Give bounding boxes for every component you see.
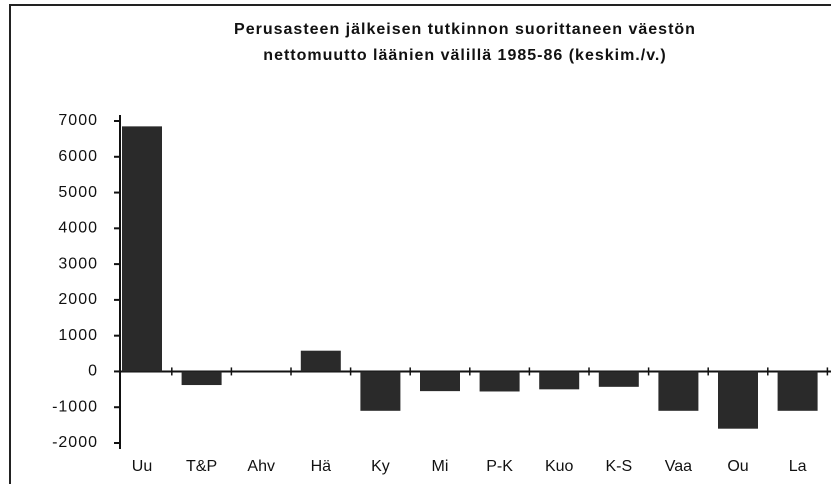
y-tick-label: 7000 bbox=[58, 112, 98, 129]
x-tick-label: Mi bbox=[432, 458, 449, 475]
bar bbox=[420, 371, 460, 392]
x-tick-label: Vaa bbox=[665, 458, 692, 475]
bar bbox=[300, 350, 341, 372]
bar bbox=[539, 371, 580, 390]
bar bbox=[479, 371, 520, 392]
x-tick-label: P-K bbox=[486, 458, 513, 475]
x-tick-label: Ahv bbox=[247, 458, 275, 475]
y-tick-label: 4000 bbox=[58, 220, 98, 237]
x-tick-label: Ou bbox=[727, 458, 748, 475]
x-tick-label: Kuo bbox=[545, 458, 574, 475]
bar bbox=[777, 371, 818, 411]
chart-title: Perusasteen jälkeisen tutkinnon suoritta… bbox=[234, 21, 696, 38]
bar bbox=[122, 126, 162, 372]
x-tick-label: Hä bbox=[311, 458, 332, 475]
bar bbox=[658, 371, 699, 411]
x-tick-label: Uu bbox=[132, 458, 152, 475]
x-tick-label: K-S bbox=[605, 458, 632, 475]
bar bbox=[181, 371, 222, 386]
chart-title: nettomuutto läänien välillä 1985-86 (kes… bbox=[263, 47, 666, 64]
y-tick-label: 5000 bbox=[58, 184, 98, 201]
bar bbox=[360, 371, 401, 411]
y-tick-label: 6000 bbox=[58, 148, 98, 165]
bar bbox=[718, 371, 758, 429]
y-tick-label: -1000 bbox=[52, 398, 98, 415]
x-tick-label: La bbox=[789, 458, 807, 475]
y-tick-label: -2000 bbox=[52, 434, 98, 451]
frame bbox=[9, 4, 831, 484]
x-tick-label: T&P bbox=[186, 458, 217, 475]
y-tick-label: 2000 bbox=[58, 291, 98, 308]
y-tick-label: 0 bbox=[88, 363, 98, 380]
y-tick-label: 3000 bbox=[58, 255, 98, 272]
x-tick-label: Ky bbox=[371, 458, 390, 475]
bar bbox=[598, 371, 639, 387]
y-tick-label: 1000 bbox=[58, 327, 98, 344]
